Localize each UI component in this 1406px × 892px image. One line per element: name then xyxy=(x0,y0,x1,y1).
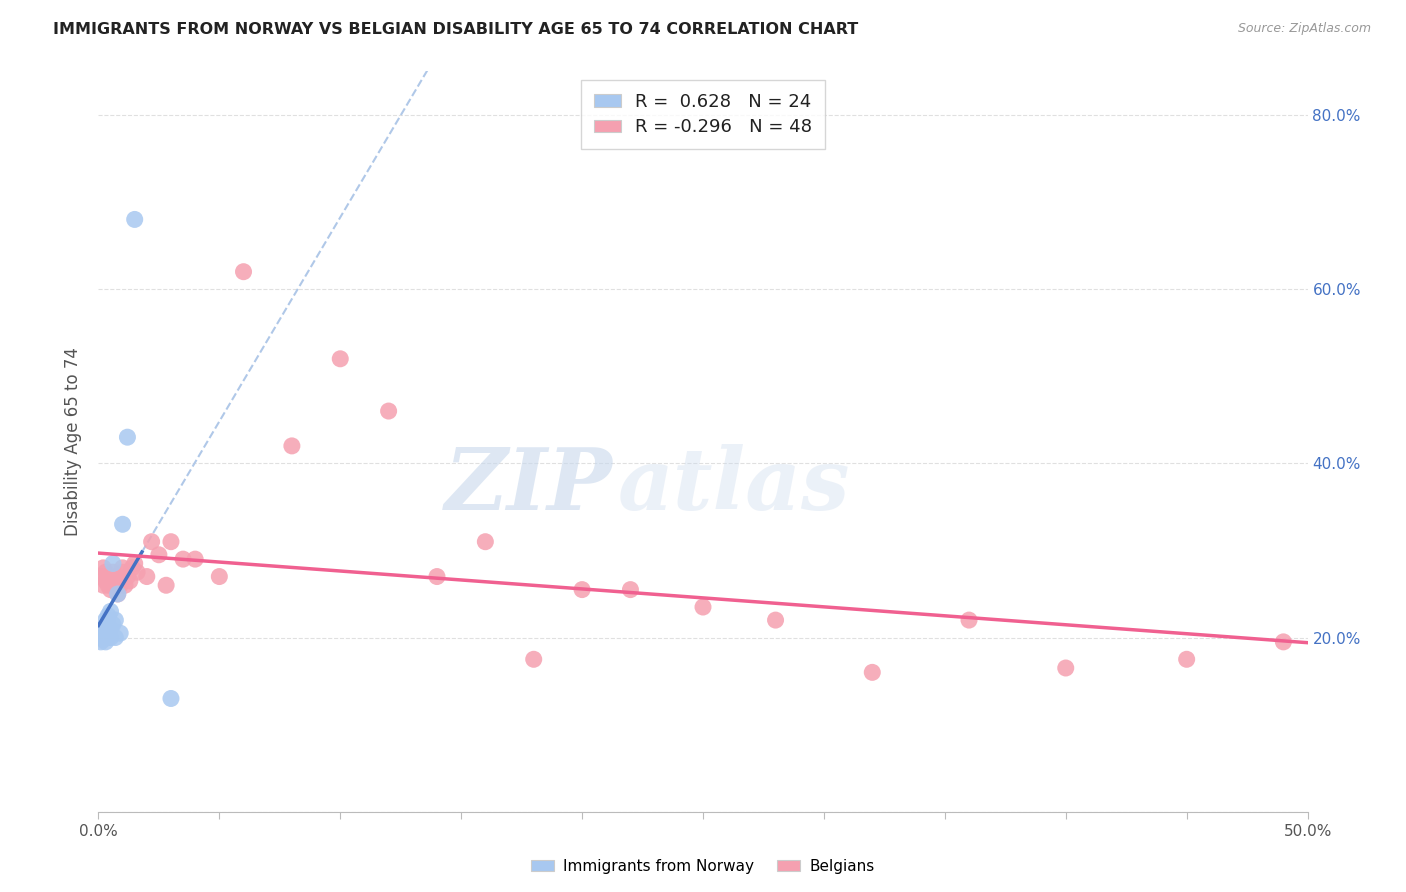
Point xyxy=(111,565,134,579)
Point xyxy=(101,565,124,579)
Point xyxy=(97,578,120,592)
Point xyxy=(90,631,112,645)
Point xyxy=(329,351,352,366)
Point xyxy=(101,617,124,632)
Point xyxy=(172,552,194,566)
Point xyxy=(121,561,143,575)
Point xyxy=(97,569,120,583)
Point xyxy=(111,561,134,575)
Point xyxy=(117,430,139,444)
Point xyxy=(91,622,114,636)
Point xyxy=(101,557,124,571)
Point xyxy=(104,569,127,583)
Point xyxy=(160,534,183,549)
Point xyxy=(91,561,114,575)
Point xyxy=(97,608,120,623)
Point xyxy=(765,613,787,627)
Point xyxy=(100,631,122,645)
Point xyxy=(141,534,163,549)
Text: atlas: atlas xyxy=(619,444,851,528)
Point xyxy=(619,582,641,597)
Point xyxy=(107,587,129,601)
Point xyxy=(100,574,122,588)
Point xyxy=(94,626,117,640)
Point xyxy=(208,569,231,583)
Point xyxy=(104,631,127,645)
Point xyxy=(111,517,134,532)
Point xyxy=(155,578,177,592)
Y-axis label: Disability Age 65 to 74: Disability Age 65 to 74 xyxy=(65,347,83,536)
Text: ZIP: ZIP xyxy=(444,444,613,528)
Point xyxy=(232,265,254,279)
Point xyxy=(117,569,139,583)
Point xyxy=(94,613,117,627)
Point xyxy=(124,212,146,227)
Point xyxy=(94,574,117,588)
Point xyxy=(101,578,124,592)
Point xyxy=(1054,661,1077,675)
Point xyxy=(91,632,114,647)
Point xyxy=(94,565,117,579)
Point xyxy=(184,552,207,566)
Point xyxy=(127,565,149,579)
Point xyxy=(97,631,120,645)
Point xyxy=(426,569,449,583)
Point xyxy=(860,665,883,680)
Point xyxy=(91,578,114,592)
Point xyxy=(104,613,127,627)
Point xyxy=(148,548,170,562)
Point xyxy=(160,691,183,706)
Legend: R =  0.628   N = 24, R = -0.296   N = 48: R = 0.628 N = 24, R = -0.296 N = 48 xyxy=(581,80,825,149)
Point xyxy=(100,582,122,597)
Point xyxy=(114,578,136,592)
Point xyxy=(97,617,120,632)
Point xyxy=(108,626,131,640)
Point xyxy=(135,569,157,583)
Point xyxy=(474,534,496,549)
Point xyxy=(377,404,399,418)
Point xyxy=(1175,652,1198,666)
Point xyxy=(107,587,129,601)
Point xyxy=(94,635,117,649)
Point xyxy=(281,439,304,453)
Point xyxy=(124,557,146,571)
Point xyxy=(1272,635,1295,649)
Text: IMMIGRANTS FROM NORWAY VS BELGIAN DISABILITY AGE 65 TO 74 CORRELATION CHART: IMMIGRANTS FROM NORWAY VS BELGIAN DISABI… xyxy=(53,22,859,37)
Point xyxy=(571,582,593,597)
Point xyxy=(104,578,127,592)
Point xyxy=(118,574,141,588)
Point xyxy=(107,574,129,588)
Point xyxy=(523,652,546,666)
Point xyxy=(91,626,114,640)
Point xyxy=(100,604,122,618)
Point xyxy=(692,600,714,615)
Point xyxy=(90,569,112,583)
Point xyxy=(957,613,980,627)
Legend: Immigrants from Norway, Belgians: Immigrants from Norway, Belgians xyxy=(526,853,880,880)
Text: Source: ZipAtlas.com: Source: ZipAtlas.com xyxy=(1237,22,1371,36)
Point xyxy=(108,578,131,592)
Point xyxy=(100,622,122,636)
Point xyxy=(90,635,112,649)
